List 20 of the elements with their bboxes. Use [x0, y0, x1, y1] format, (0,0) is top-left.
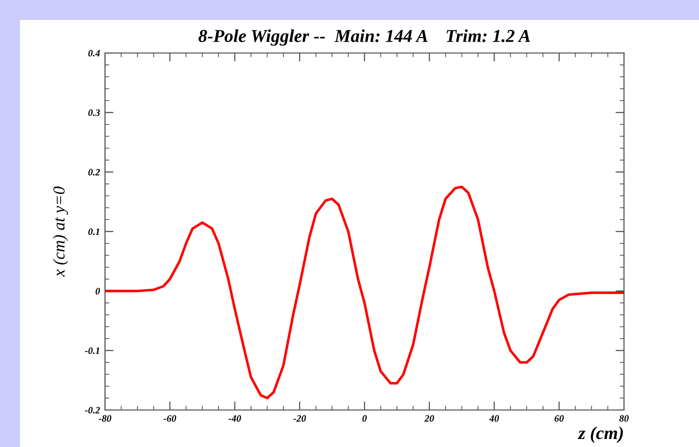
x-tick-label: 0 — [362, 415, 367, 422]
y-tick-label: 0.2 — [88, 168, 100, 176]
x-tick-label: -20 — [293, 415, 306, 422]
x-tick-label: 80 — [619, 415, 629, 422]
y-tick-label: 0.4 — [88, 50, 100, 57]
y-axis-title: x (cm) at y=0 — [52, 186, 68, 277]
y-tick-label: 0.1 — [88, 228, 100, 236]
x-tick-label: 20 — [424, 415, 434, 422]
x-tick-label: -40 — [228, 415, 242, 422]
y-tick-label: 0.3 — [88, 109, 100, 116]
x-tick-label: 40 — [489, 415, 499, 422]
x-tick-label: -80 — [98, 415, 112, 422]
y-tick-label: -0.1 — [84, 347, 100, 354]
y-tick-label: 0 — [96, 288, 100, 294]
x-tick-label: -60 — [164, 415, 176, 422]
chart-title: 8-Pole Wiggler -- Main: 144 A Trim: 1.2 A — [198, 29, 530, 46]
y-tick-label: -0.2 — [84, 406, 100, 414]
line-series — [105, 186, 624, 400]
x-tick-label: 60 — [554, 415, 564, 422]
x-axis-title: z (cm) — [578, 426, 623, 443]
